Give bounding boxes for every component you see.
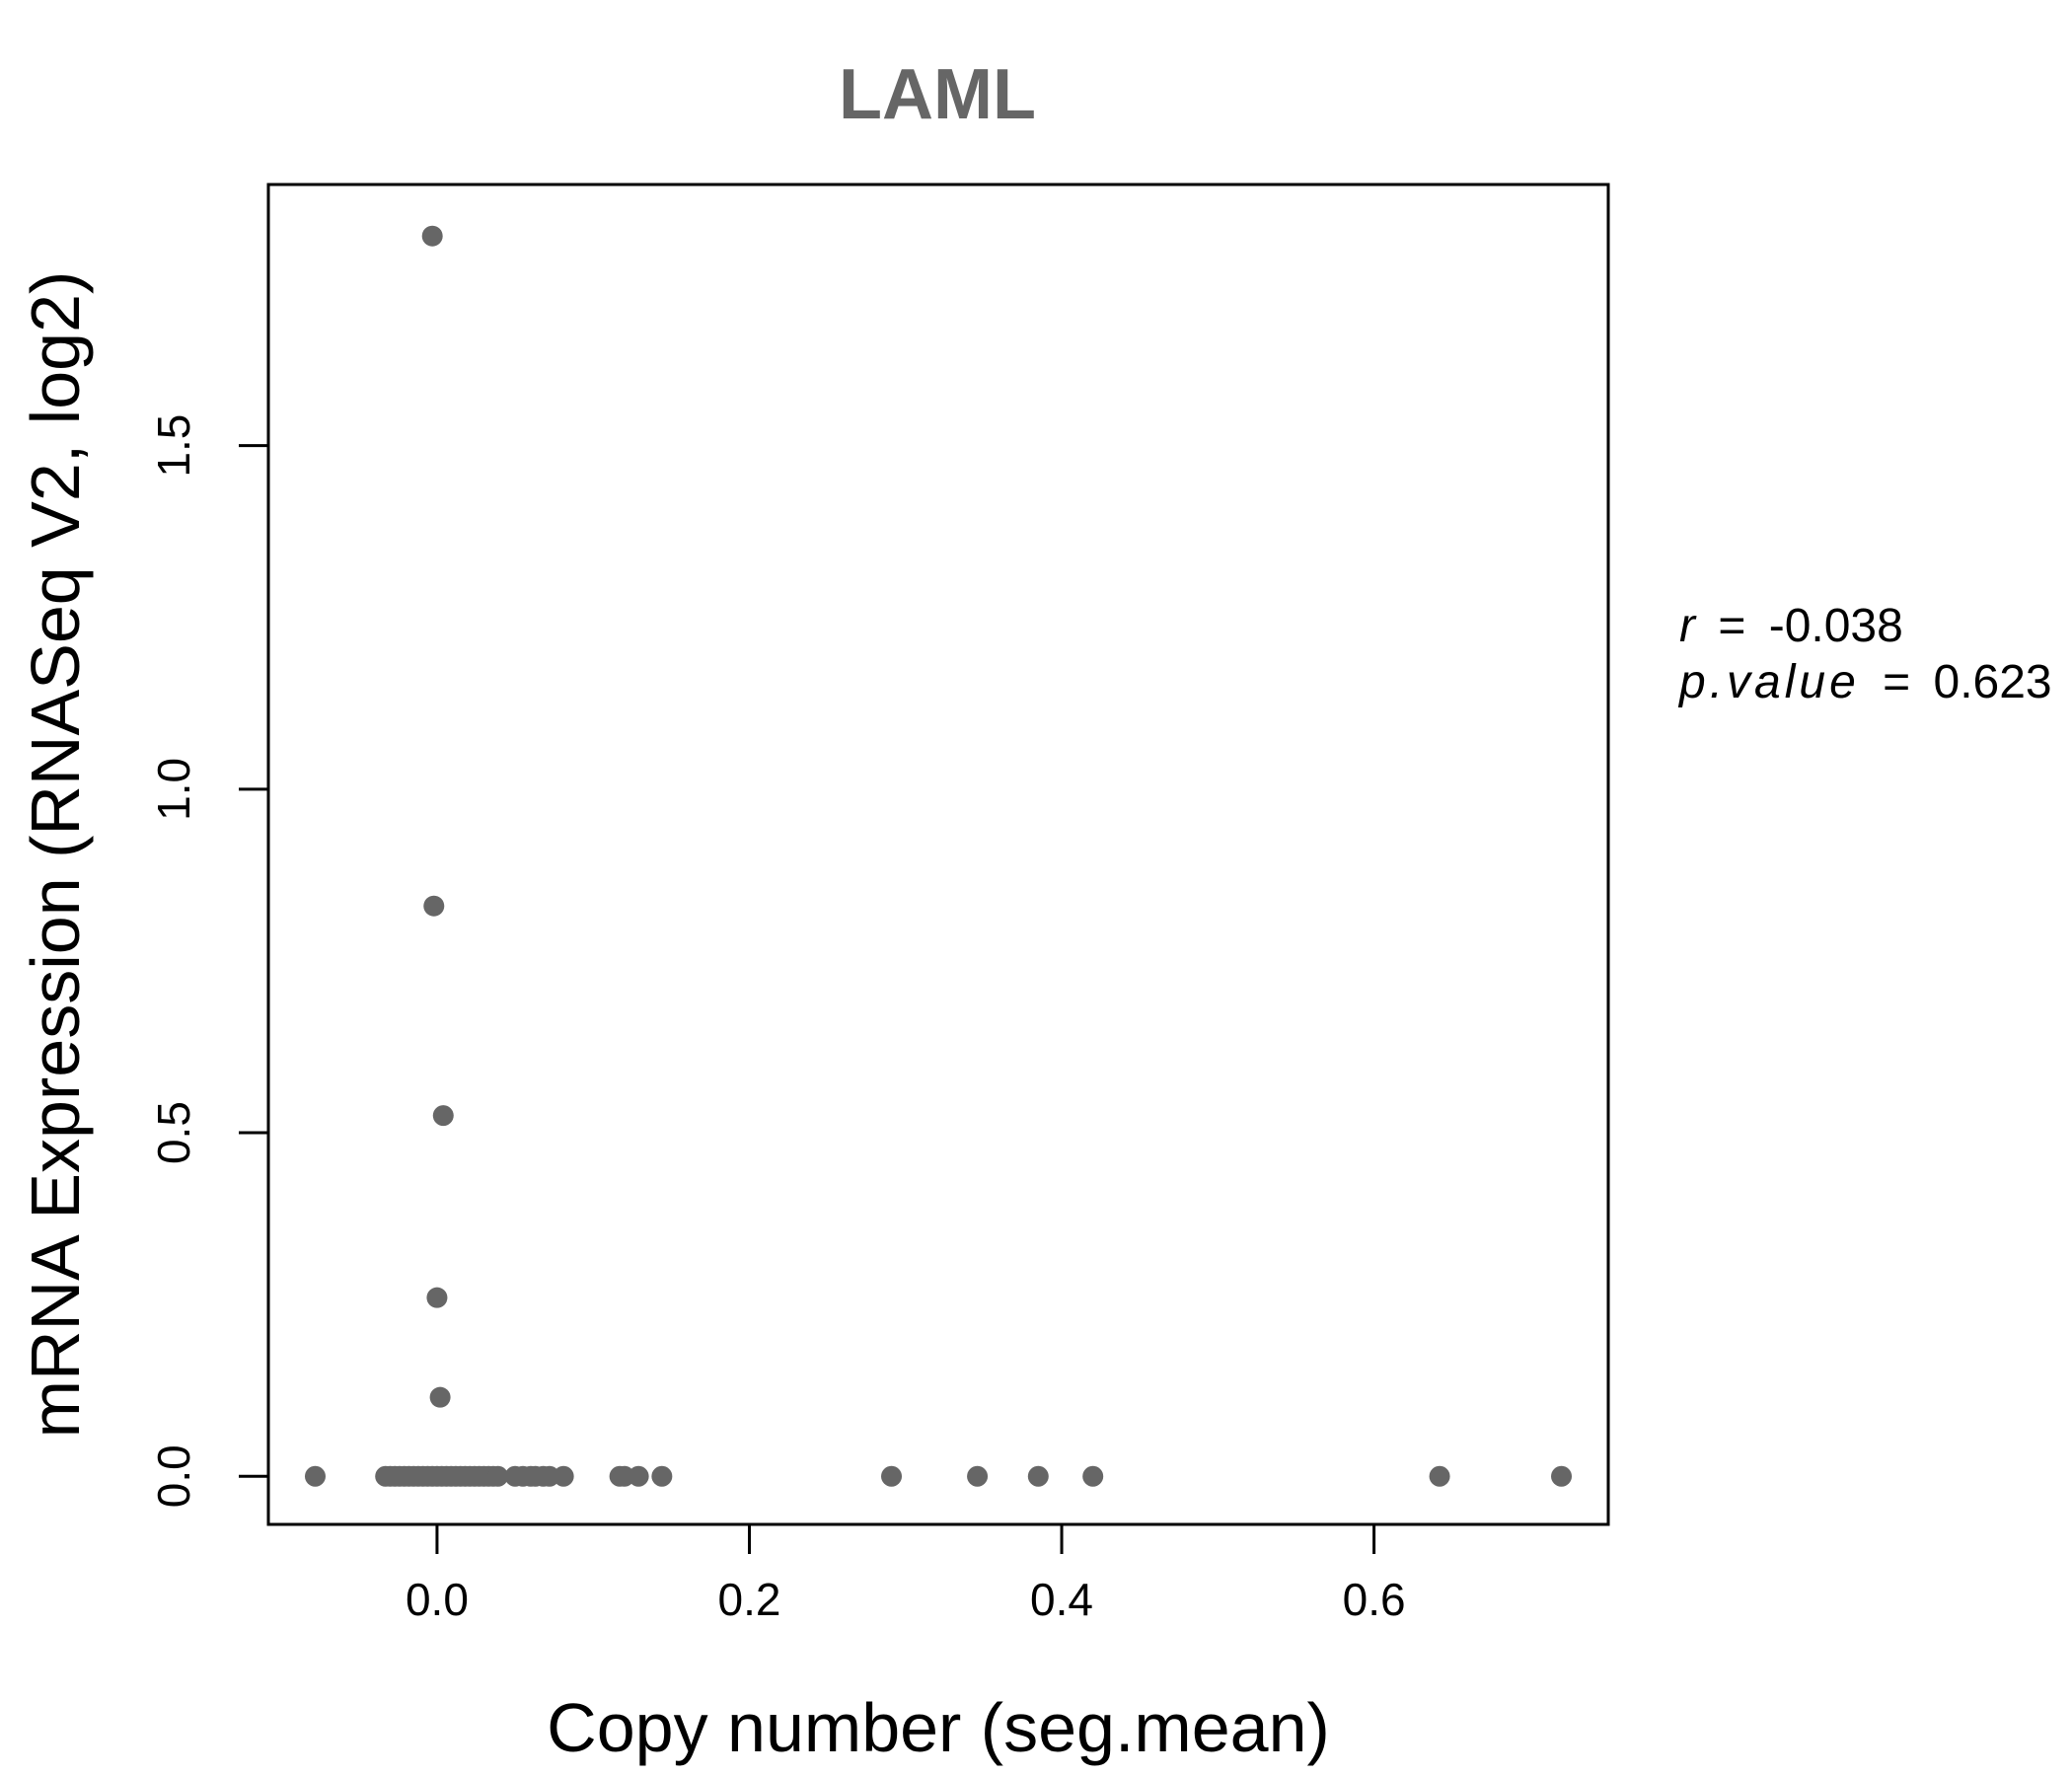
data-point (432, 1105, 454, 1127)
data-point (967, 1465, 989, 1487)
data-points (304, 225, 1573, 1487)
x-axis: 0.0 0.2 0.4 0.6 (406, 1524, 1406, 1625)
plot-frame (266, 183, 1610, 1526)
y-tick-label: 1.0 (148, 758, 199, 821)
r-value: -0.038 (1769, 600, 1903, 652)
x-tick-label: 0.0 (406, 1574, 469, 1625)
data-point (628, 1465, 649, 1487)
data-point (429, 1386, 451, 1408)
data-point (421, 225, 443, 247)
data-point (423, 895, 445, 917)
data-point (304, 1465, 326, 1487)
data-point (651, 1465, 673, 1487)
y-tick-label: 1.5 (148, 414, 199, 478)
data-point (487, 1465, 509, 1487)
x-tick-label: 0.4 (1030, 1574, 1093, 1625)
r-statistic: r = -0.038 (1679, 600, 1903, 652)
y-axis-label: mRNA Expression (RNASeq V2, log2) (17, 271, 94, 1439)
r-equals: = (1718, 600, 1745, 652)
p-equals: = (1883, 656, 1910, 708)
x-tick-label: 0.6 (1343, 1574, 1406, 1625)
data-point (1429, 1465, 1450, 1487)
p-statistic: p.value = 0.623 (1677, 656, 2052, 708)
p-value: 0.623 (1934, 656, 2052, 708)
y-tick-label: 0.0 (148, 1444, 199, 1508)
data-point (426, 1287, 448, 1308)
x-axis-label: Copy number (seg.mean) (547, 1689, 1330, 1766)
data-point (1551, 1465, 1573, 1487)
r-label: r (1679, 600, 1697, 652)
x-tick-label: 0.2 (718, 1574, 781, 1625)
y-tick-label: 0.5 (148, 1101, 199, 1164)
correlation-annotation: r = -0.038 p.value = 0.623 (1677, 600, 2052, 708)
data-point (881, 1465, 903, 1487)
chart-title: LAML (839, 55, 1036, 134)
p-label: p.value (1677, 656, 1860, 708)
y-axis: 0.0 0.5 1.0 1.5 (148, 414, 268, 1508)
data-point (553, 1465, 574, 1487)
data-point (1027, 1465, 1049, 1487)
data-point (1082, 1465, 1104, 1487)
